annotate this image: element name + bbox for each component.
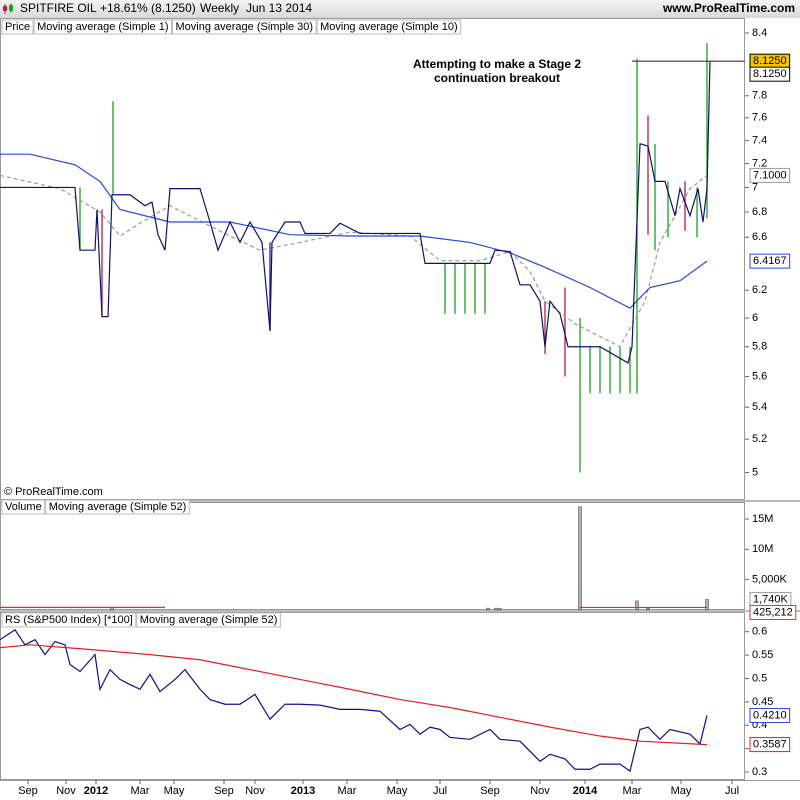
y-tick-label: 6 bbox=[752, 312, 758, 324]
y-tick-label: 10M bbox=[752, 543, 773, 555]
y-tick-label: 7 bbox=[752, 181, 758, 193]
x-tick-label: Sep bbox=[214, 785, 234, 797]
series-line bbox=[0, 153, 708, 309]
y-tick-label: 5.8 bbox=[752, 341, 767, 353]
price-frame bbox=[0, 18, 745, 500]
legend-entry: Moving average (Simple 52) bbox=[140, 614, 278, 626]
y-tick-label: 0.5 bbox=[752, 672, 767, 684]
value-label: 8.1250 bbox=[753, 68, 787, 80]
legend-box bbox=[1, 19, 34, 35]
header-bar bbox=[0, 0, 800, 18]
rs-frame bbox=[0, 612, 745, 780]
value-label: 1,740K bbox=[753, 593, 789, 605]
volume-bar bbox=[498, 608, 502, 611]
x-tick-label: Mar bbox=[623, 785, 642, 797]
legend-box bbox=[33, 19, 173, 35]
x-tick-label: Sep bbox=[18, 785, 38, 797]
y-tick-label: 5 bbox=[752, 466, 758, 478]
y-tick-label: 15M bbox=[752, 513, 773, 525]
series-line bbox=[0, 629, 708, 773]
x-tick-label: May bbox=[671, 785, 692, 797]
legend-entry: Moving average (Simple 52) bbox=[49, 501, 187, 513]
legend-box bbox=[316, 19, 462, 35]
volume-bar bbox=[646, 607, 650, 611]
header-icon bbox=[3, 3, 13, 14]
separator bbox=[0, 610, 800, 612]
value-label: 6.4167 bbox=[753, 255, 787, 267]
x-tick-label: May bbox=[164, 785, 185, 797]
x-tick-label: 2012 bbox=[84, 785, 108, 797]
site: www.ProRealTime.com bbox=[662, 1, 795, 15]
legend-box bbox=[1, 499, 46, 515]
symbol: SPITFIRE OIL bbox=[20, 1, 97, 15]
volume-bar bbox=[486, 607, 490, 611]
x-tick-label: Mar bbox=[338, 785, 357, 797]
y-tick-label: 6.8 bbox=[752, 206, 767, 218]
y-tick-label: 7.4 bbox=[752, 134, 767, 146]
value-label-box bbox=[749, 66, 791, 82]
value-label-box bbox=[749, 604, 797, 620]
period: Weekly bbox=[200, 1, 239, 15]
y-tick-label: 0.45 bbox=[752, 696, 773, 708]
value-label-box bbox=[749, 707, 791, 723]
x-tick-label: 2013 bbox=[291, 785, 315, 797]
legend-entry: Moving average (Simple 1) bbox=[37, 21, 168, 33]
x-tick-label: Sep bbox=[480, 785, 500, 797]
legend-box bbox=[45, 499, 190, 515]
y-tick-label: 8.4 bbox=[752, 27, 767, 39]
annotation: Attempting to make a Stage 2 bbox=[413, 57, 581, 71]
legend-box bbox=[1, 612, 137, 628]
separator bbox=[0, 500, 800, 502]
value-label-box bbox=[749, 253, 791, 269]
y-tick-label: 6.2 bbox=[752, 284, 767, 296]
legend-entry: Moving average (Simple 30) bbox=[176, 21, 314, 33]
value-label: 8.1250 bbox=[753, 55, 787, 67]
y-tick-label: 5.4 bbox=[752, 401, 767, 413]
x-tick-label: Nov bbox=[245, 785, 265, 797]
legend-entry: Volume bbox=[5, 501, 42, 513]
y-tick-label: 5,000K bbox=[752, 574, 788, 586]
legend-entry: Price bbox=[5, 21, 30, 33]
x-tick-label: Nov bbox=[530, 785, 550, 797]
y-tick-label: 5.2 bbox=[752, 433, 767, 445]
series-line bbox=[0, 644, 708, 746]
volume-bar bbox=[494, 607, 498, 611]
legend-box bbox=[172, 19, 317, 35]
x-tick-label: Jul bbox=[725, 785, 739, 797]
value-label: 0.4210 bbox=[753, 709, 787, 721]
y-tick-label: 6.6 bbox=[752, 231, 767, 243]
y-tick-label: 7.8 bbox=[752, 90, 767, 102]
value-label: 7.1000 bbox=[753, 169, 787, 181]
x-tick-label: May bbox=[387, 785, 408, 797]
x-tick-label: Mar bbox=[131, 785, 150, 797]
legend-box bbox=[136, 612, 281, 628]
volume-bar bbox=[705, 599, 709, 611]
y-tick-label: 0.6 bbox=[752, 626, 767, 638]
value-label: 425,212 bbox=[753, 606, 793, 618]
value-label: 0.3587 bbox=[753, 738, 787, 750]
annotation: continuation breakout bbox=[434, 71, 560, 85]
x-tick-label: 2014 bbox=[573, 785, 598, 797]
series-line bbox=[0, 174, 708, 348]
volume-frame bbox=[0, 502, 745, 610]
value-label-box bbox=[749, 167, 791, 183]
date: Jun 13 2014 bbox=[246, 1, 312, 15]
series-line bbox=[0, 61, 711, 364]
x-tick-label: Nov bbox=[56, 785, 76, 797]
y-tick-label: 5.6 bbox=[752, 370, 767, 382]
y-tick-label: 7.2 bbox=[752, 157, 767, 169]
volume-bar bbox=[635, 600, 639, 611]
y-tick-label: 0.55 bbox=[752, 649, 773, 661]
volume-bar bbox=[578, 506, 582, 611]
y-tick-label: 0.3 bbox=[752, 766, 767, 778]
change: +18.61% (8.1250) bbox=[100, 1, 196, 15]
y-tick-label: 7.6 bbox=[752, 112, 767, 124]
x-tick-label: Jul bbox=[433, 785, 447, 797]
legend-entry: Moving average (Simple 10) bbox=[320, 21, 458, 33]
legend-entry: RS (S&P500 Index) [*100] bbox=[5, 614, 133, 626]
value-label-box bbox=[749, 737, 791, 753]
copyright: © ProRealTime.com bbox=[4, 486, 103, 498]
